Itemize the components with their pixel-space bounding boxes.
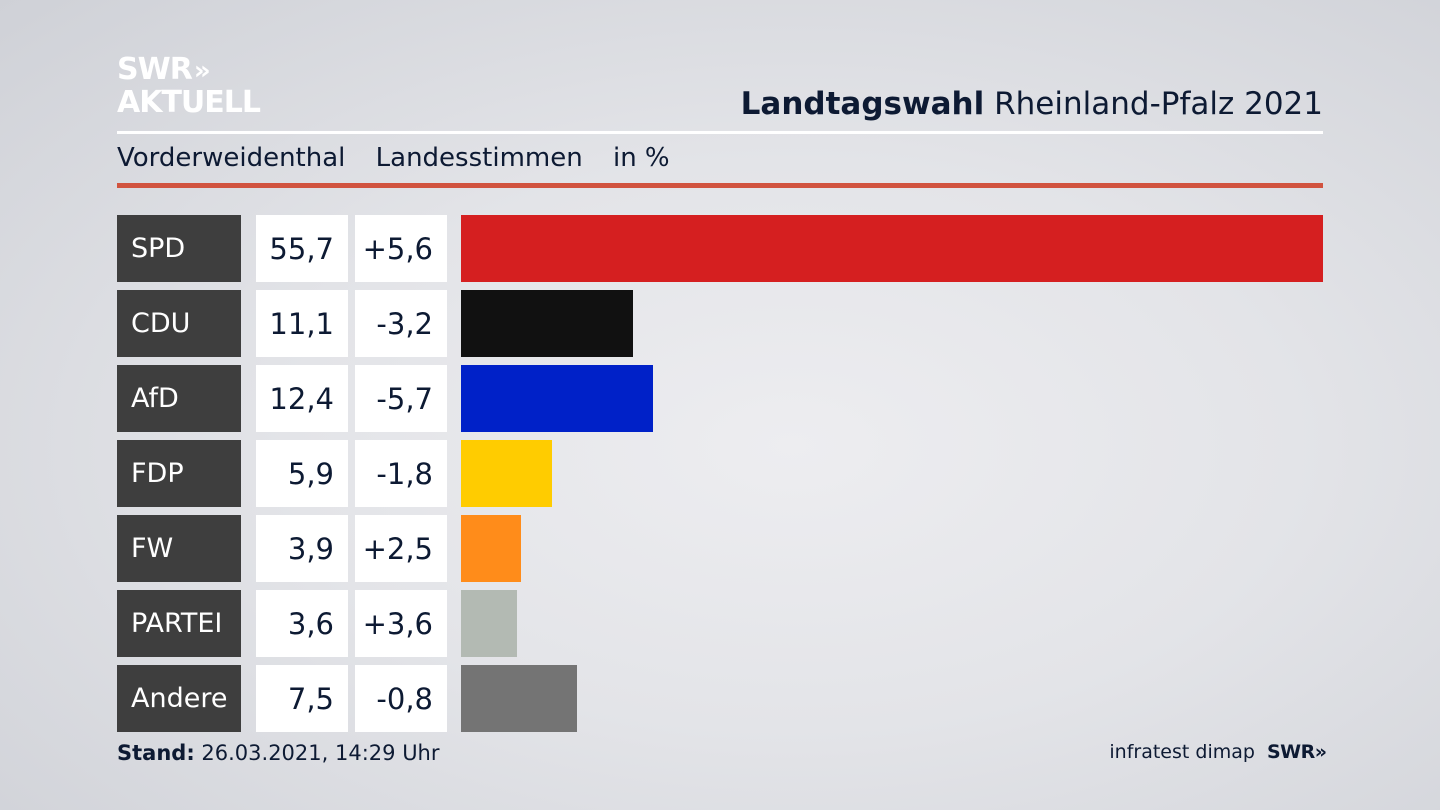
value-label: 55,7 — [256, 215, 348, 282]
chart-row-cdu: CDU 11,1 -3,2 — [117, 290, 1323, 357]
change-label: +3,6 — [355, 590, 447, 657]
page-title: Landtagswahl Rheinland-Pfalz 2021 — [741, 86, 1323, 122]
chart-row-afd: AfD 12,4 -5,7 — [117, 365, 1323, 432]
header-divider — [117, 131, 1323, 134]
value-label: 11,1 — [256, 290, 348, 357]
value-label: 7,5 — [256, 665, 348, 732]
accent-divider — [117, 183, 1323, 188]
subtitle: Vorderweidenthal Landesstimmen in % — [117, 143, 692, 173]
party-label: PARTEI — [117, 590, 241, 657]
logo-chevrons: » — [193, 56, 211, 86]
change-label: +2,5 — [355, 515, 447, 582]
bar-andere — [461, 665, 577, 732]
stand-value: 26.03.2021, 14:29 Uhr — [201, 741, 440, 765]
change-label: +5,6 — [355, 215, 447, 282]
party-label: CDU — [117, 290, 241, 357]
swr-footer-text: SWR — [1266, 741, 1315, 763]
party-label: AfD — [117, 365, 241, 432]
change-label: -1,8 — [355, 440, 447, 507]
chart-row-partei: PARTEI 3,6 +3,6 — [117, 590, 1323, 657]
bar-fw — [461, 515, 521, 582]
bar-cdu — [461, 290, 633, 357]
change-label: -3,2 — [355, 290, 447, 357]
value-label: 3,9 — [256, 515, 348, 582]
chart-row-spd: SPD 55,7 +5,6 — [117, 215, 1323, 282]
bar-partei — [461, 590, 517, 657]
bar-spd — [461, 215, 1323, 282]
swr-footer-chevrons: » — [1314, 741, 1327, 763]
swr-aktuell-logo: SWR» AKTUELL — [117, 52, 261, 120]
party-label: Andere — [117, 665, 241, 732]
value-label: 5,9 — [256, 440, 348, 507]
stand-label: Stand: — [117, 741, 195, 765]
chart-row-fw: FW 3,9 +2,5 — [117, 515, 1323, 582]
bar-fdp — [461, 440, 552, 507]
swr-footer-logo: SWR» — [1266, 741, 1327, 763]
logo-line1: SWR — [117, 52, 193, 87]
change-label: -5,7 — [355, 365, 447, 432]
chart-row-andere: Andere 7,5 -0,8 — [117, 665, 1323, 732]
source-credit: infratest dimap SWR» — [1109, 741, 1327, 763]
change-label: -0,8 — [355, 665, 447, 732]
party-label: SPD — [117, 215, 241, 282]
party-label: FW — [117, 515, 241, 582]
title-bold: Landtagswahl — [740, 86, 985, 122]
chart-row-fdp: FDP 5,9 -1,8 — [117, 440, 1323, 507]
title-rest: Rheinland-Pfalz 2021 — [994, 86, 1323, 122]
timestamp: Stand: 26.03.2021, 14:29 Uhr — [117, 741, 440, 765]
source-text: infratest dimap — [1109, 741, 1255, 763]
subtitle-location: Vorderweidenthal — [117, 143, 346, 173]
party-label: FDP — [117, 440, 241, 507]
value-label: 3,6 — [256, 590, 348, 657]
logo-line2: AKTUELL — [117, 85, 261, 120]
value-label: 12,4 — [256, 365, 348, 432]
subtitle-measure: Landesstimmen — [375, 143, 583, 173]
bar-afd — [461, 365, 653, 432]
subtitle-unit: in % — [612, 143, 670, 173]
